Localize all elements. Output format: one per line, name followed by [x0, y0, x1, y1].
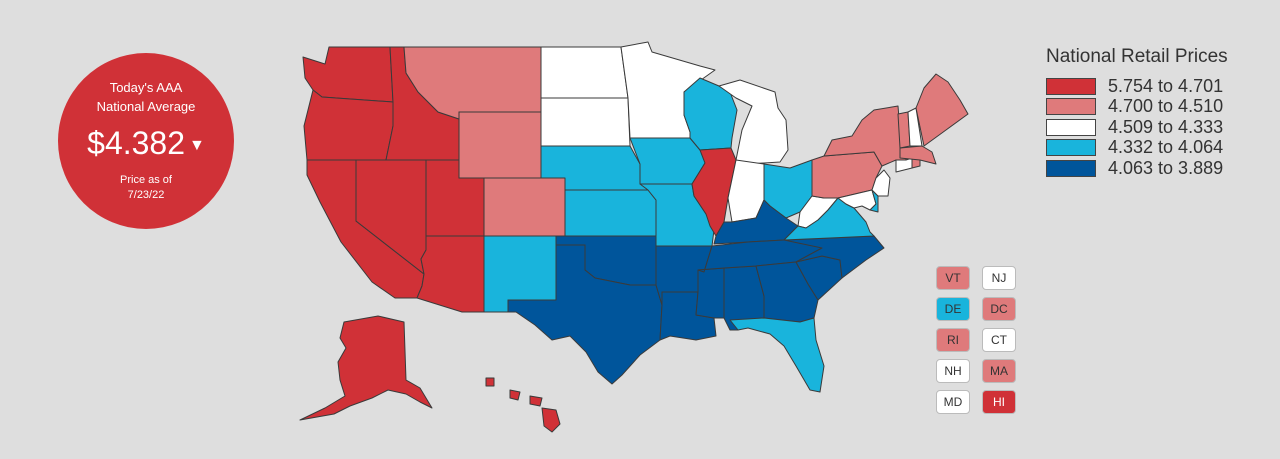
- state-HI-group: [485, 377, 561, 433]
- legend-row: 4.700 to 4.510: [1046, 96, 1228, 118]
- legend-label: 4.509 to 4.333: [1108, 116, 1224, 137]
- legend-label: 4.700 to 4.510: [1108, 96, 1224, 117]
- state-IL[interactable]: [691, 147, 737, 237]
- legend-row: 4.063 to 3.889: [1046, 158, 1228, 179]
- legend-swatch: [1046, 77, 1096, 95]
- state-KS[interactable]: [564, 189, 657, 237]
- state-MS[interactable]: [695, 267, 725, 319]
- state-NH[interactable]: [907, 107, 923, 147]
- small-state-chip[interactable]: DE: [936, 297, 970, 321]
- small-state-chip[interactable]: CT: [982, 328, 1016, 352]
- legend-label: 4.332 to 4.064: [1108, 137, 1224, 158]
- small-state-chip[interactable]: NH: [936, 359, 970, 383]
- state-HI-island-2[interactable]: [509, 389, 521, 401]
- small-state-chip[interactable]: MD: [936, 390, 970, 414]
- price-value: $4.382: [87, 125, 186, 161]
- price-legend: National Retail Prices 5.754 to 4.701 4.…: [1046, 46, 1228, 179]
- state-HI-island-4[interactable]: [541, 407, 561, 433]
- caret-down-icon[interactable]: ▼: [189, 136, 205, 154]
- state-AZ[interactable]: [416, 235, 485, 313]
- small-state-chip[interactable]: DC: [982, 297, 1016, 321]
- legend-label: 4.063 to 3.889: [1108, 157, 1224, 178]
- legend-row: 4.509 to 4.333: [1046, 117, 1228, 138]
- legend-swatch: [1046, 139, 1096, 157]
- state-IA[interactable]: [629, 137, 706, 185]
- state-ND[interactable]: [540, 46, 629, 99]
- small-state-chip[interactable]: VT: [936, 266, 970, 290]
- national-average-badge: Today's AAA National Average $4.382 ▼ Pri…: [58, 53, 234, 229]
- state-HI[interactable]: [485, 377, 495, 387]
- badge-title-line2: National Average: [96, 99, 196, 114]
- legend-swatch: [1046, 98, 1096, 116]
- state-MI[interactable]: [718, 79, 789, 165]
- small-state-chip[interactable]: HI: [982, 390, 1016, 414]
- state-SD[interactable]: [540, 97, 631, 147]
- state-TX[interactable]: [507, 244, 663, 385]
- state-AK[interactable]: [299, 315, 433, 421]
- state-ME[interactable]: [915, 73, 969, 147]
- small-state-chip[interactable]: NJ: [982, 266, 1016, 290]
- national-average-price: $4.382 ▼: [58, 125, 234, 162]
- legend-row: 5.754 to 4.701: [1046, 76, 1228, 97]
- small-state-chip[interactable]: MA: [982, 359, 1016, 383]
- price-as-of-label: Price as of: [120, 174, 172, 186]
- legend-label: 5.754 to 4.701: [1108, 75, 1224, 96]
- small-state-chip[interactable]: RI: [936, 328, 970, 352]
- price-date: 7/23/22: [127, 189, 165, 201]
- badge-title-line1: Today's AAA: [109, 80, 183, 95]
- state-CO[interactable]: [483, 177, 566, 237]
- state-CT[interactable]: [895, 157, 913, 173]
- state-NJ[interactable]: [871, 169, 891, 197]
- state-HI-island-3[interactable]: [529, 395, 543, 407]
- legend-row: 4.332 to 4.064: [1046, 137, 1228, 159]
- state-FL[interactable]: [729, 317, 825, 393]
- legend-title: National Retail Prices: [1046, 46, 1228, 67]
- legend-swatch: [1046, 118, 1096, 136]
- state-WI[interactable]: [683, 77, 738, 151]
- legend-swatch: [1046, 159, 1096, 177]
- state-WY[interactable]: [458, 111, 542, 179]
